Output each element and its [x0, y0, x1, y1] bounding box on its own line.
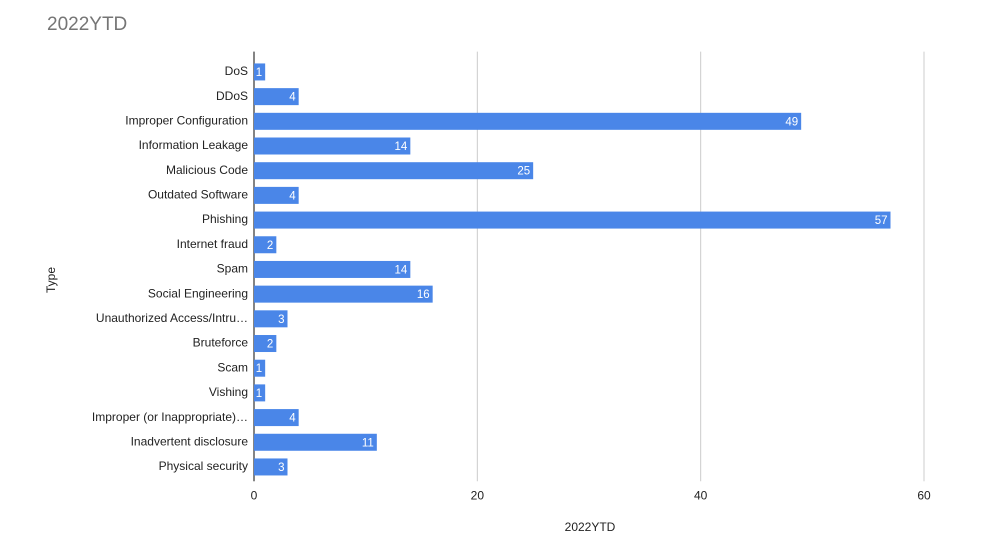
bar — [254, 63, 266, 81]
y-tick-label: Scam — [217, 360, 248, 374]
y-tick-label: Internet fraud — [177, 237, 248, 251]
value-label: 25 — [517, 166, 530, 178]
value-label: 2 — [267, 339, 273, 351]
bar — [254, 112, 802, 130]
value-label: 4 — [289, 413, 296, 425]
x-tick-label: 60 — [917, 488, 931, 502]
x-tick-label: 40 — [694, 488, 708, 502]
value-label: 14 — [395, 141, 408, 153]
y-tick-label: Spam — [217, 262, 248, 276]
bar — [254, 162, 534, 180]
y-tick-label: Malicious Code — [166, 163, 248, 177]
bar — [254, 88, 299, 106]
y-tick-label: Physical security — [159, 459, 248, 473]
y-tick-label: Information Leakage — [139, 138, 249, 152]
bar — [254, 260, 411, 278]
bar — [254, 186, 299, 204]
value-label: 4 — [289, 190, 296, 202]
value-label: 2 — [267, 240, 273, 252]
y-tick-label: Inadvertent disclosure — [131, 434, 249, 448]
y-tick-label: DDoS — [216, 89, 248, 103]
bar — [254, 335, 277, 353]
y-tick-label: Outdated Software — [148, 188, 248, 202]
y-axis-title: Type — [44, 267, 58, 293]
value-label: 16 — [417, 289, 430, 301]
value-label: 1 — [256, 67, 262, 79]
chart-title: 2022YTD — [47, 14, 127, 35]
bar — [254, 458, 288, 476]
value-label: 57 — [875, 215, 888, 227]
value-label: 1 — [256, 363, 262, 375]
bar — [254, 384, 266, 402]
value-label: 49 — [785, 116, 798, 128]
y-tick-label: DoS — [225, 64, 248, 78]
value-label: 3 — [278, 314, 284, 326]
bar — [254, 211, 891, 229]
value-label: 4 — [289, 92, 296, 104]
y-tick-label: Improper Configuration — [125, 113, 248, 127]
y-tick-label: Phishing — [202, 212, 248, 226]
bar — [254, 409, 299, 427]
bar — [254, 433, 377, 451]
value-label: 14 — [395, 264, 408, 276]
x-axis-title: 2022YTD — [565, 520, 616, 534]
bar — [254, 359, 266, 377]
x-tick-label: 20 — [471, 488, 485, 502]
y-tick-label: Social Engineering — [148, 286, 248, 300]
bar — [254, 137, 411, 155]
y-tick-label: Unauthorized Access/Intru… — [96, 311, 248, 325]
value-label: 11 — [362, 437, 374, 449]
x-tick-label: 0 — [251, 488, 258, 502]
bar — [254, 236, 277, 254]
value-label: 1 — [256, 388, 262, 400]
bar — [254, 285, 433, 303]
value-label: 3 — [278, 462, 284, 474]
y-tick-label: Vishing — [209, 385, 248, 399]
bar — [254, 310, 288, 328]
y-tick-label: Improper (or Inappropriate)… — [92, 410, 248, 424]
y-tick-label: Bruteforce — [193, 336, 249, 350]
